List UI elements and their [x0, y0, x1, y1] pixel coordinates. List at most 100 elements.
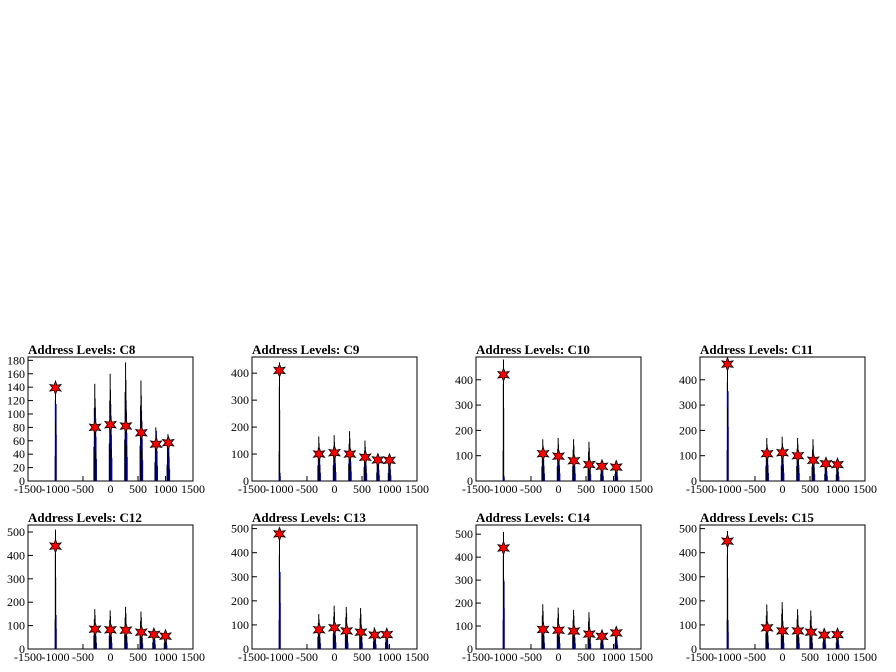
y-tick-label: 0	[691, 474, 697, 488]
histogram-panel: Address Levels: C11 0 100 200 300 400 -1500 -10…	[679, 342, 877, 496]
histogram-panel: Address Levels: C13 0 100 200 300 400 500 -1500…	[231, 510, 429, 664]
peak-marker	[720, 356, 735, 372]
chart-title: Address Levels: C9	[252, 342, 360, 357]
x-tick-label: 0	[332, 650, 338, 664]
peak-cluster	[161, 434, 175, 481]
x-tick-label: 0	[556, 650, 562, 664]
x-tick-label: -1000	[714, 482, 742, 496]
x-tick-label: 1500	[405, 482, 429, 496]
peak-cluster	[609, 459, 623, 481]
x-tick-label: 0	[780, 482, 786, 496]
peak-marker	[327, 445, 342, 461]
chart-title: Address Levels: C14	[476, 510, 590, 525]
peak-cluster	[368, 627, 382, 649]
peak-marker	[830, 626, 845, 643]
x-tick-label: 500	[801, 482, 819, 496]
x-tick-label: -1500	[238, 650, 266, 664]
peak-cluster	[119, 362, 133, 481]
peak-marker	[88, 419, 102, 436]
peak-marker	[272, 362, 287, 379]
peak-cluster	[272, 362, 287, 481]
y-tick-label: 200	[679, 594, 697, 608]
peak-marker	[775, 445, 790, 461]
peak-marker	[272, 526, 287, 542]
peak-marker	[312, 622, 326, 638]
peak-cluster	[582, 612, 596, 649]
peak-cluster	[551, 437, 566, 481]
peak-cluster	[312, 614, 326, 649]
x-tick-label: 1500	[853, 482, 877, 496]
peak-cluster	[775, 436, 790, 481]
peak-marker	[791, 623, 805, 639]
y-tick-label: 0	[19, 474, 25, 488]
x-tick-label: 1000	[826, 482, 850, 496]
peak-marker	[134, 624, 148, 640]
peak-cluster	[119, 606, 133, 649]
x-tick-label: 1500	[405, 650, 429, 664]
peak-cluster	[720, 531, 735, 649]
y-tick-label: 400	[7, 548, 25, 562]
y-tick-label: 0	[691, 642, 697, 656]
peak-marker	[496, 367, 511, 383]
peak-marker	[368, 627, 382, 643]
peak-marker	[775, 623, 790, 639]
y-tick-label: 200	[455, 596, 473, 610]
peak-cluster	[340, 606, 354, 649]
peak-marker	[149, 436, 163, 452]
peak-marker	[119, 418, 133, 434]
y-tick-label: 500	[7, 525, 25, 539]
peak-cluster	[88, 609, 102, 649]
x-tick-label: -1500	[686, 482, 714, 496]
peak-cluster	[496, 531, 511, 649]
peak-cluster	[830, 626, 845, 649]
peak-cluster	[791, 437, 805, 481]
y-tick-label: 200	[231, 420, 249, 434]
x-tick-label: 1000	[154, 482, 178, 496]
peak-marker	[496, 540, 511, 556]
chart-title: Address Levels: C15	[700, 510, 814, 525]
peak-cluster	[760, 604, 774, 649]
peak-cluster	[358, 440, 372, 481]
x-tick-label: 1000	[378, 650, 402, 664]
x-tick-label: -500	[72, 482, 94, 496]
x-tick-label: -1500	[238, 482, 266, 496]
peak-marker	[158, 628, 173, 644]
x-tick-label: -1000	[490, 650, 518, 664]
x-tick-label: 0	[108, 482, 114, 496]
y-tick-label: 300	[455, 573, 473, 587]
y-tick-label: 300	[679, 398, 697, 412]
peak-marker	[791, 448, 805, 464]
peak-cluster	[134, 611, 148, 649]
y-tick-label: 400	[231, 366, 249, 380]
peak-cluster	[48, 529, 63, 649]
peak-marker	[327, 620, 342, 636]
peak-marker	[358, 449, 372, 465]
y-tick-label: 400	[679, 546, 697, 560]
x-tick-label: -500	[520, 650, 542, 664]
x-tick-label: -1000	[490, 482, 518, 496]
peak-marker	[536, 621, 550, 638]
x-tick-label: -500	[72, 650, 94, 664]
peak-marker	[340, 623, 354, 639]
peak-cluster	[134, 380, 148, 481]
peak-cluster	[312, 436, 326, 481]
peak-cluster	[819, 456, 833, 481]
peak-cluster	[760, 437, 774, 481]
y-tick-label: 300	[231, 570, 249, 584]
y-tick-label: 100	[7, 619, 25, 633]
x-tick-label: -1000	[714, 650, 742, 664]
x-tick-label: 1500	[629, 482, 653, 496]
x-tick-label: 500	[353, 650, 371, 664]
peak-cluster	[158, 628, 173, 649]
peak-cluster	[103, 373, 118, 481]
chart-title: Address Levels: C11	[700, 342, 813, 357]
x-tick-label: -500	[744, 650, 766, 664]
x-tick-label: -500	[296, 482, 318, 496]
peak-marker	[382, 452, 397, 468]
peak-cluster	[536, 439, 550, 481]
peak-marker	[380, 626, 394, 643]
peak-cluster	[830, 456, 845, 481]
x-tick-label: -500	[744, 482, 766, 496]
histogram-panel: Address Levels: C9 0 100 200 300 400 -1500 -100…	[231, 342, 429, 496]
